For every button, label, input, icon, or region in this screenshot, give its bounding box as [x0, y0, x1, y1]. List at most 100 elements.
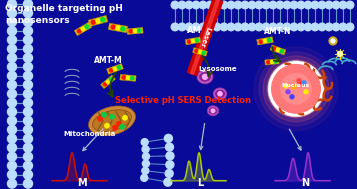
Circle shape — [7, 125, 16, 134]
Circle shape — [7, 161, 16, 170]
Circle shape — [7, 179, 16, 188]
Circle shape — [297, 23, 305, 31]
Text: M: M — [77, 178, 87, 188]
Ellipse shape — [215, 90, 225, 98]
Circle shape — [185, 23, 193, 31]
Circle shape — [7, 152, 16, 161]
Circle shape — [98, 117, 102, 121]
Circle shape — [199, 1, 207, 9]
Circle shape — [24, 62, 32, 71]
Circle shape — [254, 47, 338, 131]
Circle shape — [325, 23, 333, 31]
Ellipse shape — [209, 108, 217, 114]
Circle shape — [122, 76, 125, 79]
Circle shape — [283, 23, 291, 31]
Circle shape — [241, 1, 249, 9]
Circle shape — [284, 84, 288, 88]
Circle shape — [195, 50, 198, 52]
Circle shape — [297, 79, 301, 83]
Circle shape — [262, 1, 270, 9]
FancyBboxPatch shape — [88, 15, 108, 26]
Circle shape — [276, 23, 284, 31]
Circle shape — [283, 1, 291, 9]
FancyBboxPatch shape — [127, 27, 143, 34]
Circle shape — [24, 44, 32, 53]
Circle shape — [304, 1, 312, 9]
Circle shape — [7, 44, 16, 53]
Circle shape — [7, 0, 16, 9]
Circle shape — [286, 90, 290, 94]
Circle shape — [304, 23, 312, 31]
Circle shape — [171, 1, 179, 9]
Text: Mitochondria: Mitochondria — [64, 131, 116, 137]
Circle shape — [24, 125, 32, 134]
Circle shape — [24, 0, 32, 9]
Circle shape — [220, 1, 228, 9]
FancyBboxPatch shape — [257, 37, 273, 45]
Circle shape — [267, 61, 270, 64]
Circle shape — [269, 1, 277, 9]
Circle shape — [165, 170, 173, 177]
Circle shape — [24, 152, 32, 161]
Circle shape — [267, 60, 325, 118]
Text: Organelle targeting pH
nanosensors: Organelle targeting pH nanosensors — [5, 4, 123, 25]
FancyBboxPatch shape — [185, 37, 201, 45]
Circle shape — [77, 29, 81, 33]
Circle shape — [7, 143, 16, 152]
Text: Selective pH SERS Detection: Selective pH SERS Detection — [115, 96, 251, 105]
Circle shape — [7, 26, 16, 35]
Circle shape — [24, 35, 32, 44]
Circle shape — [255, 1, 263, 9]
Circle shape — [109, 69, 113, 72]
Ellipse shape — [92, 110, 131, 132]
Circle shape — [110, 115, 114, 119]
Circle shape — [202, 74, 207, 79]
Circle shape — [81, 27, 85, 31]
Circle shape — [24, 107, 32, 116]
Circle shape — [165, 134, 172, 142]
Circle shape — [290, 1, 298, 9]
Circle shape — [126, 76, 130, 80]
Circle shape — [7, 17, 16, 26]
Circle shape — [297, 1, 305, 9]
Circle shape — [304, 90, 308, 94]
Circle shape — [280, 73, 312, 105]
Circle shape — [187, 40, 191, 43]
Circle shape — [248, 1, 256, 9]
Circle shape — [106, 80, 110, 83]
Circle shape — [299, 82, 303, 86]
Ellipse shape — [200, 72, 211, 81]
Circle shape — [7, 107, 16, 116]
Circle shape — [24, 143, 32, 152]
Circle shape — [7, 89, 16, 98]
Circle shape — [123, 115, 127, 120]
Circle shape — [96, 19, 100, 23]
Circle shape — [103, 83, 106, 86]
Circle shape — [268, 61, 324, 117]
Circle shape — [142, 167, 149, 174]
Circle shape — [141, 139, 148, 146]
Circle shape — [290, 95, 294, 99]
Circle shape — [259, 40, 262, 43]
Circle shape — [211, 109, 215, 113]
Circle shape — [7, 98, 16, 107]
Circle shape — [7, 53, 16, 62]
Circle shape — [166, 152, 174, 160]
Circle shape — [129, 30, 132, 33]
Circle shape — [271, 64, 321, 114]
FancyBboxPatch shape — [107, 64, 124, 74]
FancyBboxPatch shape — [192, 48, 207, 56]
Circle shape — [202, 51, 205, 54]
Circle shape — [311, 23, 319, 31]
Ellipse shape — [89, 106, 135, 136]
Circle shape — [7, 62, 16, 71]
Circle shape — [7, 134, 16, 143]
Text: Nucleus: Nucleus — [282, 83, 310, 88]
Circle shape — [137, 29, 141, 32]
Circle shape — [302, 81, 306, 85]
Circle shape — [142, 153, 150, 160]
Text: AMT-N: AMT-N — [264, 27, 292, 36]
Circle shape — [192, 23, 200, 31]
Circle shape — [263, 39, 267, 43]
Circle shape — [7, 116, 16, 125]
